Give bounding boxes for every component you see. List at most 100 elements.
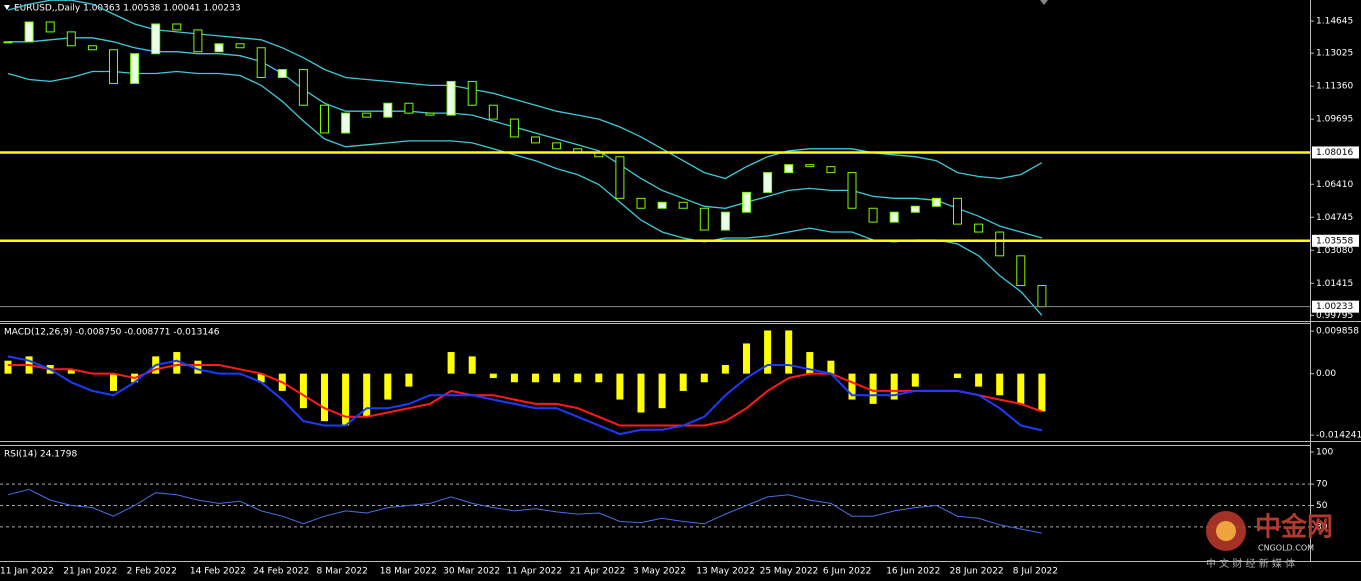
level-label: 1.08016 — [1316, 148, 1353, 158]
candle — [868, 207, 878, 223]
candle — [531, 136, 540, 144]
macd-line — [7, 355, 1043, 436]
candle — [784, 164, 794, 174]
macd-histogram — [4, 360, 12, 374]
candle — [974, 223, 984, 233]
candle — [109, 49, 118, 84]
candle — [362, 112, 372, 118]
macd-histogram — [553, 373, 561, 383]
bollinger-band — [7, 70, 1043, 316]
macd-histogram — [110, 373, 117, 391]
bollinger-band — [8, 37, 1043, 239]
macd-histogram — [954, 373, 961, 378]
macd-histogram — [743, 343, 750, 374]
rsi-line — [7, 488, 1042, 534]
x-tick-label: 21 Jan 2022 — [63, 567, 117, 577]
candle — [826, 166, 836, 174]
price-label-box — [1312, 300, 1359, 313]
macd-histogram — [616, 373, 624, 400]
macd-histogram — [721, 365, 729, 374]
y-tick-label: 100 — [1316, 448, 1333, 458]
candle — [699, 207, 709, 231]
macd-histogram — [194, 360, 202, 374]
candle — [45, 21, 55, 33]
candle — [910, 205, 920, 213]
candle — [404, 102, 414, 114]
price-header: EURUSD,,Daily 1.00363 1.00538 1.00041 1.… — [14, 4, 241, 14]
watermark-name: 中金网 — [1255, 512, 1333, 543]
x-tick-label: 8 Mar 2022 — [317, 567, 368, 577]
candle — [172, 23, 182, 31]
macd-histogram — [785, 330, 793, 374]
candle — [953, 197, 962, 225]
x-tick-label: 18 Mar 2022 — [380, 567, 437, 577]
x-tick-label: 11 Jan 2022 — [0, 567, 54, 577]
candle — [1016, 255, 1026, 287]
candle — [425, 112, 435, 116]
panel-frames — [0, 0, 1361, 562]
y-tick-label: -0.014241 — [1316, 431, 1361, 441]
level-label-box — [1312, 146, 1359, 159]
candle — [3, 41, 13, 44]
x-tick-label: 25 May 2022 — [760, 567, 819, 577]
candle — [320, 104, 329, 134]
scroll-marker — [1040, 0, 1048, 5]
macd-histogram — [173, 352, 181, 374]
y-tick-label: 0.00 — [1316, 369, 1336, 379]
x-tick-label: 30 Mar 2022 — [443, 567, 500, 577]
candle — [298, 69, 308, 106]
macd-histogram — [1038, 373, 1046, 412]
candle — [509, 118, 519, 138]
macd-histogram — [405, 373, 413, 387]
macd-histogram — [321, 373, 328, 422]
x-tick-label: 11 Apr 2022 — [506, 567, 562, 577]
macd-histogram — [700, 373, 708, 383]
x-tick-label: 13 May 2022 — [696, 567, 755, 577]
x-tick-label: 21 Apr 2022 — [570, 567, 626, 577]
macd-histogram — [595, 373, 603, 383]
macd-histogram — [468, 356, 476, 374]
y-tick-label: 0.99795 — [1316, 311, 1353, 321]
macd-histogram — [764, 330, 772, 374]
x-tick-label: 16 Jun 2022 — [886, 567, 940, 577]
y-tick-label: 1.09695 — [1316, 115, 1353, 125]
candle — [742, 191, 751, 213]
candle — [256, 47, 266, 78]
candle — [720, 211, 730, 231]
candle — [193, 29, 203, 53]
y-tick-label: 0.009858 — [1316, 327, 1359, 337]
level-label: 1.03558 — [1316, 236, 1353, 246]
level-label-box — [1312, 234, 1359, 247]
macd-histogram — [679, 373, 687, 391]
candle — [763, 172, 773, 193]
macd-histogram — [447, 352, 455, 374]
candle — [383, 102, 393, 118]
candle — [235, 43, 245, 49]
macd-histogram — [637, 373, 645, 413]
macd-histogram — [827, 360, 835, 374]
candle — [1037, 285, 1047, 308]
candle — [931, 197, 941, 207]
watermark-slogan: 中 文 财 经 新 媒 体 — [1206, 557, 1295, 570]
macd-histogram — [890, 373, 898, 400]
candle — [341, 112, 351, 134]
watermark: 中金网 CNGOLD.COM 中 文 财 经 新 媒 体 — [1206, 511, 1333, 570]
candle — [636, 197, 646, 209]
macd-histogram — [869, 373, 877, 404]
y-tick-label: 1.01415 — [1316, 279, 1353, 289]
macd-histogram — [658, 373, 666, 409]
y-tick-label: 1.03080 — [1316, 246, 1353, 256]
macd-histogram — [911, 373, 919, 387]
candle — [446, 80, 456, 116]
macd-histogram — [342, 373, 350, 426]
macd-histogram — [532, 373, 539, 383]
macd-histogram — [384, 373, 392, 400]
candle — [87, 45, 97, 51]
candle — [657, 201, 667, 209]
candle — [615, 156, 625, 199]
macd-line — [8, 364, 1043, 427]
candle — [130, 53, 140, 84]
